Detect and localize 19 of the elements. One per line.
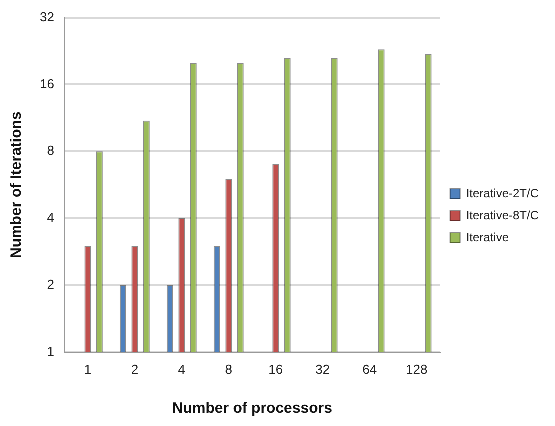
x-tick-label: 1 [84,362,92,377]
y-tick-label: 2 [47,277,54,292]
x-tick-label: 2 [131,362,139,377]
y-tick-label: 8 [47,143,54,158]
legend-label: Iterative-8T/C [466,208,540,222]
y-tick-label: 16 [40,76,54,92]
legend-label: Iterative [466,230,510,244]
x-tick-label: 64 [362,362,378,377]
x-tick-label: 32 [316,362,330,377]
x-tick-label: 4 [178,362,186,377]
legend-label: Iterative-2T/C [466,186,540,200]
y-tick-label: 1 [47,344,54,359]
y-axis-title: Number of Iterations [8,112,26,258]
y-tick-label: 32 [40,9,54,24]
x-tick-label: 16 [268,362,284,377]
x-axis-title: Number of processors [172,400,332,418]
x-tick-label: 8 [225,362,233,377]
y-tick-label: 4 [47,210,54,226]
x-tick-label: 128 [406,362,428,377]
